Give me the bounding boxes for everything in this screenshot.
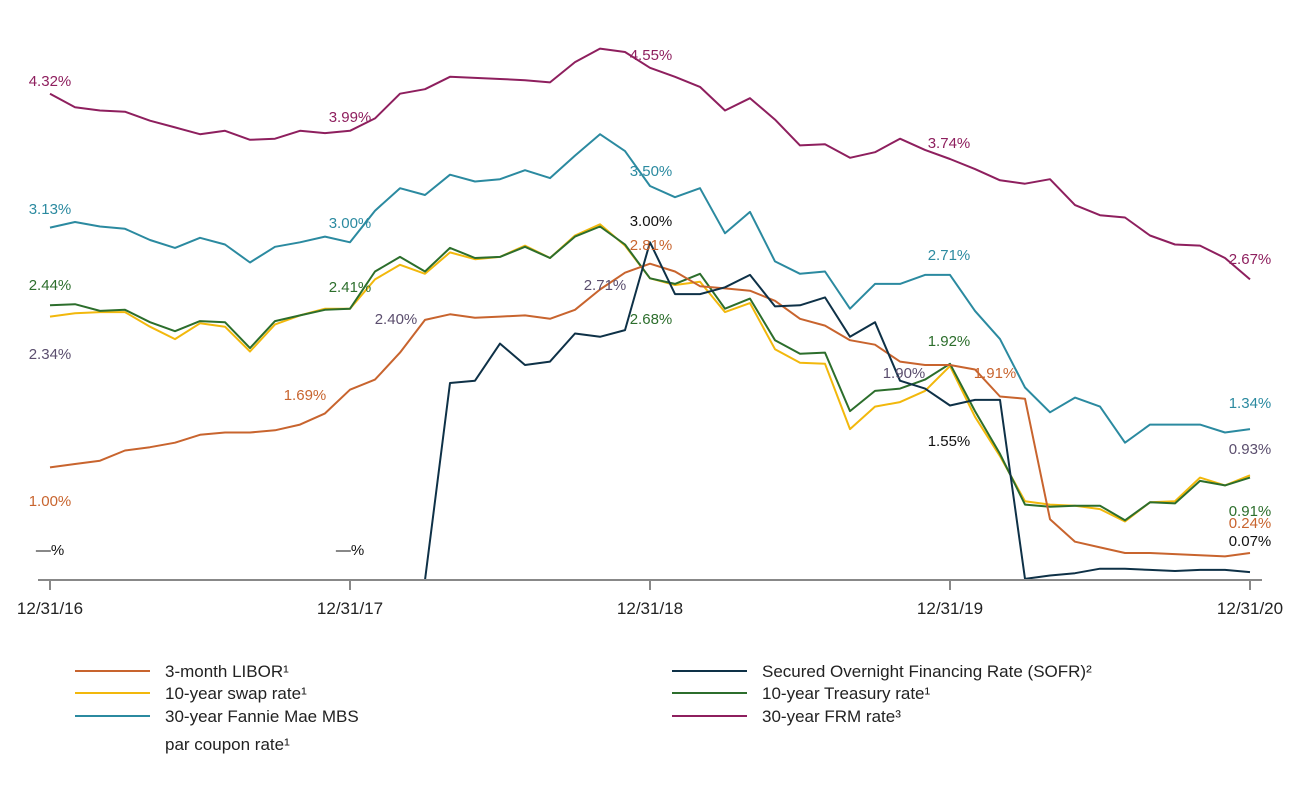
series-line-mbs [49,133,1251,444]
annotation-sofr-0: —% [36,542,64,559]
annotation-libor-12: 1.69% [284,387,327,404]
legend-label-treasury: 10-year Treasury rate¹ [762,684,931,703]
annotation-treasury-24: 2.68% [630,311,673,328]
annotation-swap-48: 0.93% [1229,441,1272,458]
annotation-treasury-48: 0.91% [1229,503,1272,520]
annotation-sofr-12: —% [336,542,364,559]
x-tick-label: 12/31/20 [1217,599,1283,618]
series-line-swap [49,223,1251,523]
x-tick-label: 12/31/19 [917,599,983,618]
annotation-swap-12: 2.40% [375,311,418,328]
x-tick-label: 12/31/16 [17,599,83,618]
annotation-frm-36: 3.74% [928,135,971,152]
annotation-treasury-12: 2.41% [329,279,372,296]
annotation-frm-24: 4.55% [630,47,673,64]
annotation-mbs-36: 2.71% [928,247,971,264]
annotation-treasury-36: 1.92% [928,333,971,350]
annotation-libor-0: 1.00% [29,493,72,510]
annotation-sofr-48: 0.07% [1229,533,1272,550]
annotation-mbs-24: 3.50% [630,163,673,180]
x-axis: 12/31/16 12/31/17 12/31/18 12/31/19 12/31/20 [17,579,1283,618]
legend-label-sofr: Secured Overnight Financing Rate (SOFR)² [762,662,1092,681]
series-line-treasury [49,225,1251,522]
annotation-sofr-24: 3.00% [630,213,673,230]
annotation-libor-48: 0.24% [1229,515,1272,532]
legend-label-libor: 3-month LIBOR¹ [165,662,289,681]
annotation-treasury-0: 2.44% [29,277,72,294]
annotation-frm-12: 3.99% [329,109,372,126]
annotation-libor-36: 1.91% [974,365,1017,382]
annotation-mbs-48: 1.34% [1229,395,1272,412]
series-line-frm [49,47,1251,281]
annotation-mbs-12: 3.00% [329,215,372,232]
annotation-libor-24: 2.81% [630,237,673,254]
annotation-swap-36: 1.90% [883,365,926,382]
x-tick-label: 12/31/18 [617,599,683,618]
legend-label-frm: 30-year FRM rate³ [762,707,901,726]
legend-label-mbs: 30-year Fannie Mae MBS [165,707,359,726]
series-line-sofr [50,241,1251,581]
annotation-sofr-36: 1.55% [928,433,971,450]
series-line-libor [49,262,1251,558]
annotation-frm-48: 2.67% [1229,251,1272,268]
annotation-mbs-0: 3.13% [29,201,72,218]
annotation-layer: 4.32% 3.13% 2.44% 2.34% 1.00% —% 3.99% 3.00% 2.4… [29,47,1272,559]
legend-label-swap: 10-year swap rate¹ [165,684,307,703]
annotation-frm-0: 4.32% [29,73,72,90]
annotation-swap-24: 2.71% [584,277,627,294]
x-tick-label: 12/31/17 [317,599,383,618]
legend-label-mbs-line2: par coupon rate¹ [165,735,290,754]
legend: 3-month LIBOR¹ 10-year swap rate¹ 30-year … [75,662,1092,754]
annotation-swap-0: 2.34% [29,346,72,363]
